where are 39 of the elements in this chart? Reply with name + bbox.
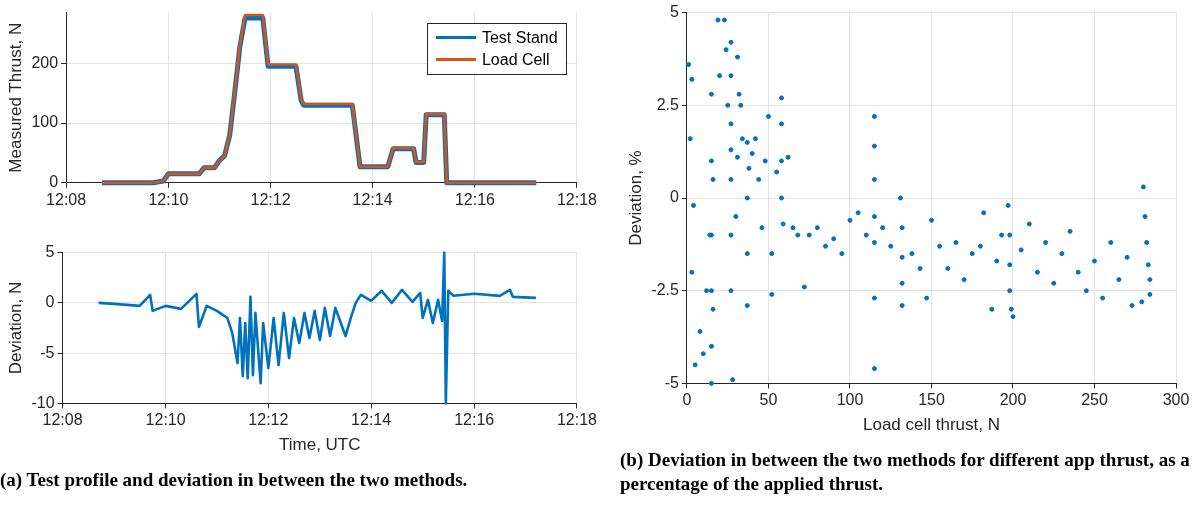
text: (b) Deviation in between the two methods for different app thrust, as a percentage of the applied thrust.: [620, 448, 1191, 496]
x-tick-label: 50: [759, 391, 778, 409]
x-tick-label: 12:16: [454, 190, 496, 208]
x-tick-label: 12:10: [148, 190, 189, 208]
y-tick-label: 0: [45, 293, 55, 311]
text: (a) Test profile and deviation in between the two methods.: [0, 468, 469, 492]
x-tick-label: 200: [999, 391, 1027, 409]
legend-label: Load Cell: [481, 49, 550, 70]
x-tick-label: 12:14: [352, 190, 393, 208]
y-tick-label: 5: [670, 3, 680, 21]
y-tick-label: 2.5: [656, 95, 680, 113]
x-axis-title: Time, UTC: [278, 435, 361, 455]
x-tick-label: 12:12: [250, 190, 291, 208]
y-axis-title: Deviation, %: [625, 150, 645, 246]
x-tick-label: 12:08: [42, 411, 83, 429]
y-tick-label: -10: [31, 393, 55, 411]
y-tick-label: 0: [49, 173, 59, 191]
x-tick-label: 100: [836, 391, 864, 409]
x-tick-label: 12:08: [46, 190, 87, 208]
y-tick-label: 100: [31, 113, 59, 131]
y-axis-title: Measured Thrust, N: [5, 22, 25, 173]
x-tick-label: 150: [918, 391, 945, 409]
x-axis-title: Load cell thrust, N: [862, 415, 1000, 435]
x-tick-label: 0: [682, 391, 692, 409]
x-tick-label: 12:14: [351, 411, 392, 429]
y-tick-label: -5: [664, 373, 680, 391]
x-tick-label: 300: [1162, 391, 1190, 409]
y-tick-label: 200: [31, 53, 59, 71]
x-tick-label: 250: [1081, 391, 1108, 409]
y-tick-label: -5: [40, 343, 55, 361]
x-tick-label: 12:12: [248, 411, 289, 429]
x-tick-label: 12:16: [454, 411, 495, 429]
legend-label: Test Stand: [481, 27, 558, 48]
y-axis-title: Deviation, N: [5, 281, 25, 375]
x-tick-label: 12:18: [556, 411, 598, 429]
x-tick-label: 12:18: [556, 190, 598, 208]
x-tick-label: 12:10: [145, 411, 186, 429]
y-tick-label: 5: [45, 243, 55, 261]
y-tick-label: -2.5: [651, 281, 680, 299]
